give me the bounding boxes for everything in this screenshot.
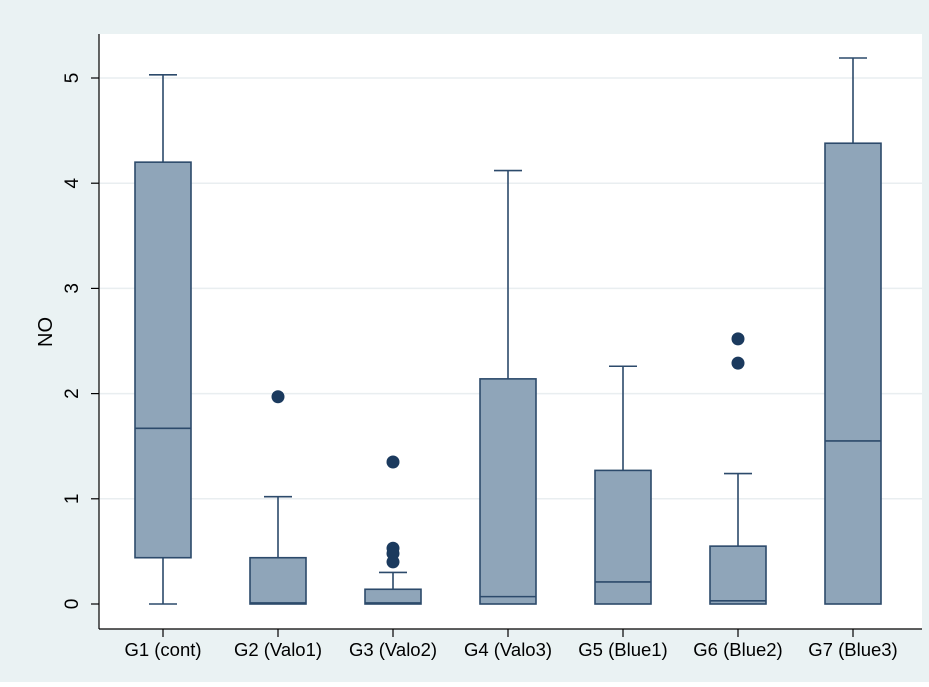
outlier-point [731, 356, 745, 370]
box-group [134, 74, 192, 605]
y-tick-label: 2 [62, 388, 83, 399]
x-tick-label: G1 (cont) [124, 639, 201, 660]
box-iqr [479, 378, 537, 605]
box-iqr [594, 469, 652, 605]
y-tick-label: 1 [62, 494, 83, 505]
box-iqr [249, 556, 307, 605]
box-group [709, 332, 767, 605]
outlier-point [386, 555, 400, 569]
y-axis-label: NO [35, 317, 57, 347]
box-iqr [824, 142, 882, 605]
outlier-point [731, 332, 745, 346]
y-ticks: 0 1 2 3 4 5 [62, 73, 99, 610]
box-group [594, 365, 652, 605]
y-tick-label: 4 [62, 177, 83, 188]
box-iqr [364, 588, 422, 605]
x-tick-label: G2 (Valo1) [234, 639, 322, 660]
x-ticks: G1 (cont) G2 (Valo1) G3 (Valo2) G4 (Valo3) G… [124, 629, 898, 660]
x-tick-label: G4 (Valo3) [464, 639, 552, 660]
box-group [364, 455, 422, 605]
box-group [249, 390, 307, 605]
x-tick-label: G5 (Blue1) [578, 639, 667, 660]
boxes [134, 57, 882, 605]
x-tick-label: G6 (Blue2) [693, 639, 782, 660]
y-tick-label: 0 [62, 599, 83, 610]
y-tick-label: 3 [62, 283, 83, 294]
outlier-point [386, 455, 400, 469]
y-tick-label: 5 [62, 73, 83, 84]
box-group [824, 57, 882, 605]
axes [98, 34, 922, 630]
box-iqr [134, 161, 192, 559]
x-tick-label: G3 (Valo2) [349, 639, 437, 660]
outlier-point [271, 390, 285, 404]
box-group [479, 169, 537, 605]
x-tick-label: G7 (Blue3) [808, 639, 897, 660]
box-iqr [709, 545, 767, 605]
